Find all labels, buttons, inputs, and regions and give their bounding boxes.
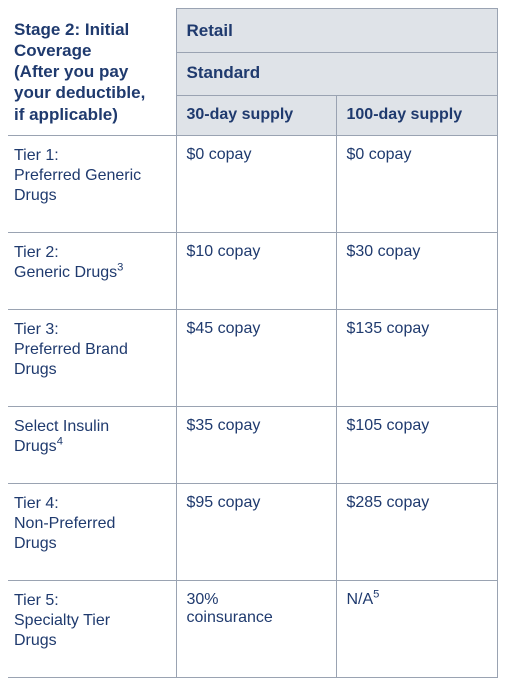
tier-label: Tier 2:Generic Drugs3 [8,232,176,309]
tier-label: Select InsulinDrugs4 [8,406,176,483]
tier-label: Tier 3:Preferred BrandDrugs [8,309,176,406]
cost-100day: $0 copay [336,135,497,232]
tier-label: Tier 1:Preferred GenericDrugs [8,135,176,232]
stage-title: Stage 2: InitialCoverage(After you payyo… [8,9,176,136]
cost-100day: $30 copay [336,232,497,309]
cost-30day: 30%coinsurance [176,580,336,677]
coverage-table: Stage 2: InitialCoverage(After you payyo… [8,8,498,678]
header-retail: Retail [176,9,497,53]
header-100day: 100-day supply [336,95,497,135]
cost-30day: $35 copay [176,406,336,483]
header-standard: Standard [176,53,497,95]
cost-100day: $285 copay [336,483,497,580]
header-30day: 30-day supply [176,95,336,135]
cost-30day: $0 copay [176,135,336,232]
cost-30day: $95 copay [176,483,336,580]
cost-100day: $135 copay [336,309,497,406]
cost-100day: $105 copay [336,406,497,483]
tier-label: Tier 5:Specialty TierDrugs [8,580,176,677]
tier-label: Tier 4:Non-PreferredDrugs [8,483,176,580]
cost-100day: N/A5 [336,580,497,677]
cost-30day: $10 copay [176,232,336,309]
cost-30day: $45 copay [176,309,336,406]
